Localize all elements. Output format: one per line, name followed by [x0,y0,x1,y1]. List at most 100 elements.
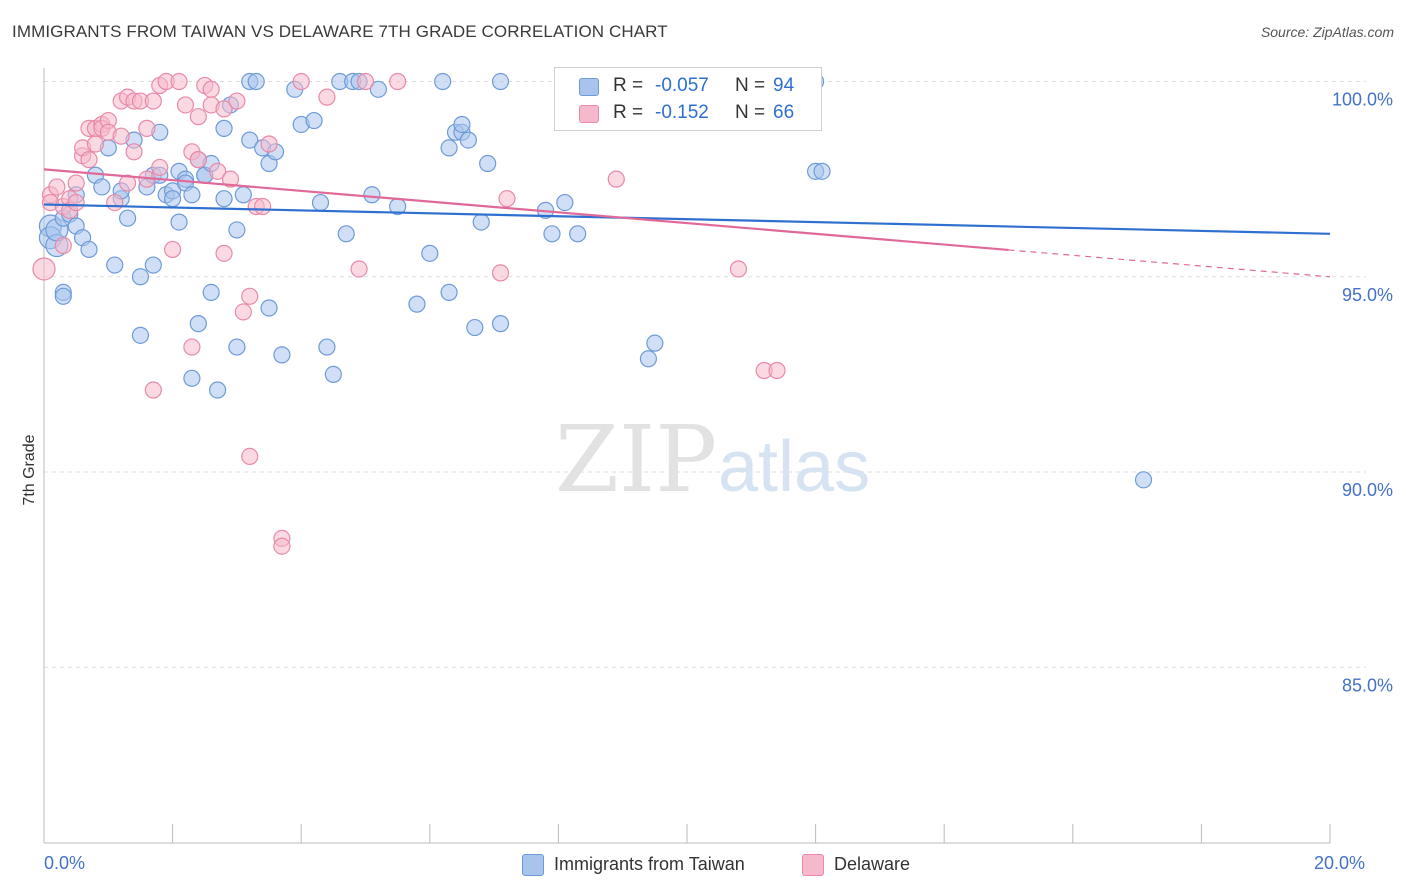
delaware-point [170,72,188,91]
legend-row-taiwan: R = -0.057 N = 94 [555,72,821,100]
delaware-point [241,447,259,466]
taiwan-point [408,295,426,313]
legend-swatch-delaware [579,105,599,123]
taiwan-point [305,111,323,130]
delaware-point [318,88,336,106]
taiwan-point [311,193,330,212]
delaware-point [32,257,56,281]
taiwan-point [273,346,291,364]
taiwan-point [106,256,124,274]
taiwan-point [215,119,233,137]
taiwan-point [93,178,111,196]
delaware-trend-line-extrapolated [1008,249,1331,278]
taiwan-point [434,72,452,91]
bottom-swatch-delaware [802,854,824,876]
delaware-point [118,174,137,192]
y-tick-label: 90.0% [1342,480,1393,500]
taiwan-point [491,72,510,91]
delaware-point [144,381,162,399]
delaware-point [80,151,98,169]
taiwan-point [440,139,458,157]
taiwan-point [209,381,227,399]
chart-source: Source: ZipAtlas.com [1260,24,1394,40]
tick-labels: 100.0% 95.0% 90.0% 85.0% 0.0% 20.0% [44,90,1393,873]
delaware-point [48,178,66,196]
legend-n-value: 66 [773,102,795,123]
taiwan-point [1134,471,1153,489]
delaware-point [234,303,252,321]
taiwan-point [183,369,201,387]
delaware-point [67,174,85,192]
delaware-point [164,240,182,259]
delaware-point [254,197,272,216]
legend-r-value: -0.057 [655,75,709,96]
taiwan-point [453,115,471,134]
taiwan-point [646,334,664,352]
delaware-point [491,264,510,282]
delaware-point [86,135,105,153]
taiwan-point [813,162,831,180]
legend-n-label: N = [735,102,766,123]
bottom-legend-delaware: Delaware [802,850,932,878]
delaware-point [151,158,169,177]
correlation-legend: R = -0.057 N = 94 R = -0.152 N = 66 [554,67,822,131]
delaware-trend-line [43,168,1009,252]
taiwan-point [491,315,510,333]
delaware-point [189,151,207,169]
delaware-point [138,119,156,137]
delaware-point [189,108,207,126]
y-tick-label: 100.0% [1332,90,1393,110]
delaware-point [356,72,375,91]
taiwan-point [318,338,336,356]
delaware-point [350,260,368,278]
bottom-legend-taiwan: Immigrants from Taiwan [522,850,782,878]
taiwan-point [421,244,439,262]
y-tick-label: 95.0% [1342,285,1393,305]
taiwan-trend-line [43,203,1331,235]
delaware-point [106,193,124,212]
taiwan-point [170,213,188,231]
taiwan-point [164,190,182,208]
watermark: ZIP atlas [555,406,870,513]
delaware-point [389,72,407,91]
series-delaware-points [32,72,786,555]
taiwan-point [472,213,490,231]
delaware-point [292,72,310,91]
taiwan-point [144,256,162,274]
taiwan-point [479,154,497,173]
taiwan-point [440,283,458,301]
taiwan-point [363,186,381,204]
delaware-point [209,162,227,180]
delaware-point [54,236,72,255]
delaware-point [67,193,85,212]
taiwan-point [466,318,484,337]
delaware-point [202,80,220,98]
legend-r-label: R = [613,75,644,96]
legend-swatch-taiwan [579,78,599,96]
delaware-point [607,170,625,188]
taiwan-point [459,131,477,149]
taiwan-point [569,225,587,243]
y-tick-label: 85.0% [1342,675,1393,695]
taiwan-point [131,268,150,286]
delaware-point [183,338,201,356]
bottom-label-delaware: Delaware [834,854,911,874]
chart-title: IMMIGRANTS FROM TAIWAN VS DELAWARE 7TH G… [12,22,668,41]
delaware-point [112,127,130,145]
taiwan-point [369,80,387,98]
taiwan-point [247,72,265,91]
delaware-point [176,96,195,114]
legend-n-label: N = [735,75,766,96]
delaware-point [260,135,278,153]
x-tick-label: 20.0% [1314,853,1365,873]
taiwan-point [324,365,342,383]
taiwan-point [215,190,233,208]
taiwan-point [556,193,574,212]
legend-n-value: 94 [773,75,795,96]
bottom-swatch-taiwan [522,854,544,876]
taiwan-point [228,221,246,239]
legend-r-label: R = [613,102,644,123]
grid-lines [44,81,1366,668]
